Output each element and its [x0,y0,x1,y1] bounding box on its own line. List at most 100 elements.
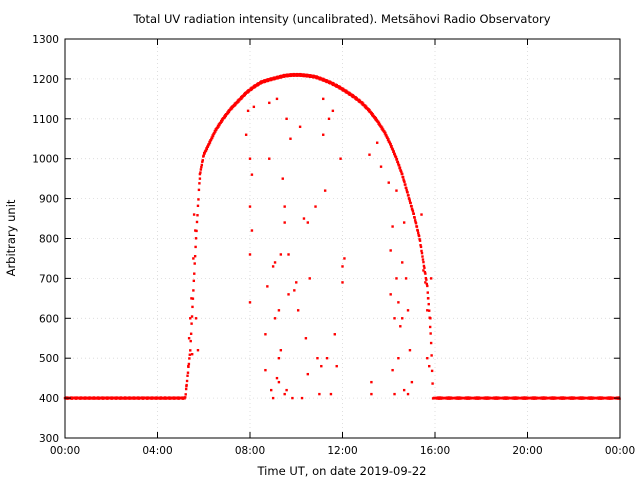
y-tick-labels: 300 400 500 600 700 800 900 1000 1100 1200 1300 [32,34,59,445]
data-point [378,123,382,126]
data-point [374,117,378,120]
data-point [230,106,234,110]
data-point [287,293,290,296]
data-point [427,302,430,306]
x-tick-label: 04:00 [142,445,172,457]
data-point [425,282,429,286]
data-point [314,205,317,208]
data-point [422,260,425,264]
data-point [389,293,392,296]
data-point [273,317,277,320]
data-point [244,92,247,96]
data-point [429,317,432,320]
data-point [206,145,209,149]
y-axis-label: Arbitrary unit [4,199,18,276]
y-tick-label: 1300 [32,34,59,46]
data-point [217,125,220,128]
data-point [402,221,406,224]
data-point [361,102,365,105]
data-point [190,353,194,356]
data-point [283,221,286,224]
y-tick-label: 1100 [32,114,59,126]
data-point [335,364,338,368]
data-point [408,349,412,352]
data-point [402,388,406,392]
data-point [268,101,271,105]
y-tick-label: 600 [39,313,59,325]
x-tick-label: 20:00 [512,445,542,457]
data-point [428,364,431,368]
data-point [268,157,271,160]
data-point [387,181,390,184]
data-point [387,138,390,141]
data-point [213,131,216,135]
y-tick-label: 1200 [32,74,59,86]
data-point [368,153,371,156]
data-point [192,279,196,283]
data-point [185,384,188,388]
data-point [393,152,396,156]
data-point [189,332,193,335]
data-point [406,191,409,194]
data-point [383,130,386,133]
y-tick-label: 400 [39,393,59,405]
data-point [322,133,325,136]
data-point [370,380,373,384]
data-point [391,225,394,228]
data-point [420,213,423,216]
data-point [193,272,196,275]
data-point [273,261,277,264]
data-point [398,166,402,169]
data-point [426,297,430,300]
data-point [331,109,335,113]
data-point [275,97,279,101]
data-point [397,162,400,165]
data-point [188,357,191,360]
data-point [379,165,383,168]
y-tick-label: 500 [39,353,59,365]
data-point [300,396,304,400]
data-point [194,229,197,232]
data-point [197,188,201,192]
data-point [426,284,429,288]
data-point [190,315,194,318]
data-point [277,309,281,312]
data-point [196,349,200,352]
data-point [207,143,211,146]
data-point [394,155,398,159]
data-point [199,171,202,174]
data-point [308,277,311,280]
data-point [188,353,191,356]
data-point [285,117,288,120]
data-point [190,322,193,325]
data-point [401,175,405,179]
data-point [400,170,403,174]
x-tick-label: 12:00 [327,445,357,457]
data-point [248,301,252,304]
x-tick-label: 00:00 [50,445,80,457]
data-point [424,281,427,284]
data-point [401,261,404,264]
data-point [201,159,204,162]
data-point [333,333,336,336]
data-point [250,87,254,91]
data-point [329,392,333,396]
data-point [419,245,423,249]
data-point [425,278,428,281]
data-point [243,93,246,97]
data-point [223,116,227,119]
data-point [271,265,275,268]
data-point [355,97,358,100]
data-point [187,337,191,340]
data-point [395,157,399,161]
data-point [375,141,379,144]
data-point [428,325,432,329]
data-point [403,180,406,184]
data-point [416,229,419,232]
data-point [429,341,433,345]
data-point [401,317,404,320]
data-point [287,253,290,256]
data-point [275,376,279,380]
data-point [306,221,310,224]
